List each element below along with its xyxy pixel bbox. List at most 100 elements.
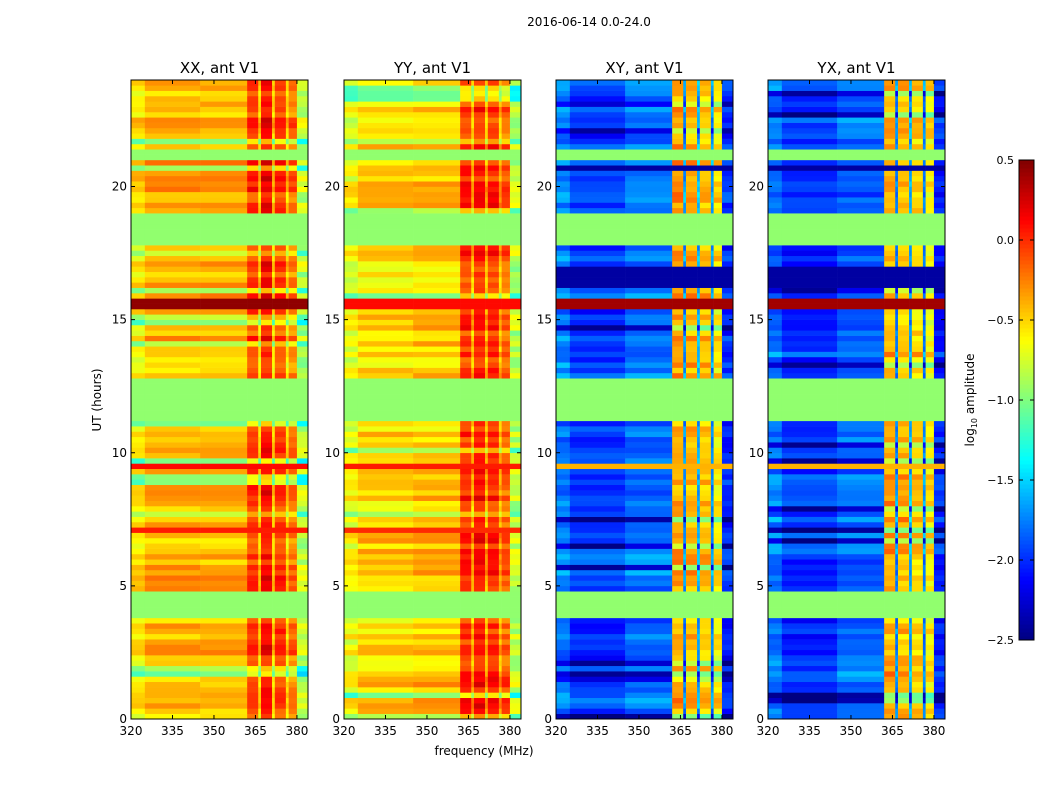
heatmap-cell [258, 521, 262, 528]
heatmap-cell [296, 484, 309, 491]
heatmap-cell [672, 484, 684, 491]
heatmap-cell [131, 319, 146, 326]
heatmap-cell [460, 239, 472, 246]
heatmap-cell [471, 639, 475, 645]
heatmap-cell [672, 127, 684, 134]
heatmap-cell [144, 564, 201, 571]
heatmap-cell [357, 330, 414, 336]
heatmap-cell [485, 516, 489, 523]
heatmap-cell [569, 138, 626, 145]
heatmap-cell [285, 601, 289, 608]
heatmap-cell [909, 404, 913, 411]
heatmap-cell [884, 703, 896, 709]
heatmap-cell [911, 319, 924, 326]
heatmap-cell [260, 521, 273, 528]
heatmap-cell [925, 388, 935, 395]
heatmap-cell [837, 665, 885, 672]
heatmap-cell [933, 362, 946, 368]
heatmap-cell [144, 319, 201, 326]
heatmap-cell [672, 628, 684, 635]
heatmap-cell [460, 516, 472, 523]
heatmap-cell [884, 708, 896, 714]
heatmap-cell [473, 293, 486, 299]
heatmap-cell [296, 703, 309, 709]
heatmap-cell [247, 569, 259, 576]
heatmap-cell [274, 378, 287, 384]
heatmap-cell [897, 404, 910, 411]
heatmap-cell [699, 138, 712, 145]
heatmap-cell [498, 479, 502, 486]
heatmap-cell [344, 202, 359, 209]
heatmap-cell [911, 596, 924, 603]
heatmap-cell [487, 383, 500, 390]
heatmap-cell [487, 404, 500, 411]
heatmap-cell [460, 303, 472, 310]
heatmap-cell [933, 628, 946, 635]
heatmap-cell [721, 452, 734, 459]
heatmap-cell [683, 490, 687, 496]
heatmap-cell [413, 346, 461, 352]
heatmap-cell [569, 479, 626, 486]
heatmap-cell [288, 655, 298, 661]
heatmap-cell [721, 474, 734, 480]
heatmap-cell [460, 463, 472, 470]
heatmap-cell [285, 511, 289, 517]
heatmap-cell [296, 165, 309, 171]
heatmap-cell [897, 500, 910, 507]
heatmap-cell [897, 463, 910, 470]
heatmap-cell [713, 234, 723, 241]
heatmap-cell [247, 335, 259, 342]
heatmap-cell [501, 537, 511, 544]
heatmap-cell [260, 569, 273, 576]
heatmap-cell [285, 356, 289, 363]
heatmap-cell [625, 356, 673, 363]
heatmap-cell [925, 671, 935, 677]
heatmap-cell [699, 266, 712, 273]
heatmap-cell [625, 495, 673, 501]
heatmap-cell [713, 431, 723, 438]
heatmap-cell [144, 165, 201, 171]
heatmap-cell [285, 399, 289, 406]
heatmap-cell [247, 367, 259, 374]
heatmap-cell [683, 181, 687, 187]
heatmap-cell [925, 431, 935, 438]
heatmap-cell [672, 559, 684, 565]
heatmap-cell [699, 175, 712, 182]
heatmap-cell [247, 106, 259, 113]
heatmap-cell [144, 213, 201, 219]
heatmap-cell [922, 516, 926, 523]
heatmap-cell [683, 452, 687, 459]
heatmap-cell [683, 410, 687, 416]
heatmap-cell [781, 543, 838, 549]
heatmap-cell [556, 617, 571, 624]
heatmap-cell [274, 660, 287, 667]
heatmap-cell [413, 527, 461, 533]
heatmap-cell [272, 383, 276, 390]
heatmap-cell [413, 676, 461, 683]
heatmap-cell [721, 143, 734, 150]
heatmap-cell [501, 122, 511, 129]
heatmap-cell [710, 266, 714, 273]
heatmap-cell [922, 484, 926, 491]
heatmap-cell [288, 287, 298, 294]
heatmap-cell [697, 521, 701, 528]
heatmap-cell [247, 298, 259, 304]
heatmap-cell [501, 330, 511, 336]
heatmap-cell [285, 277, 289, 283]
heatmap-cell [768, 628, 783, 635]
heatmap-cell [556, 692, 571, 699]
heatmap-cell [487, 442, 500, 448]
heatmap-cell [683, 692, 687, 699]
heatmap-cell [556, 218, 571, 225]
heatmap-cell [710, 229, 714, 235]
heatmap-cell [131, 601, 146, 608]
heatmap-cell [710, 213, 714, 219]
heatmap-cell [413, 213, 461, 219]
heatmap-cell [288, 426, 298, 432]
heatmap-cell [131, 458, 146, 464]
heatmap-cell [768, 506, 783, 512]
heatmap-cell [884, 607, 896, 613]
heatmap-cell [344, 378, 359, 384]
heatmap-cell [697, 697, 701, 704]
heatmap-cell [487, 692, 500, 699]
